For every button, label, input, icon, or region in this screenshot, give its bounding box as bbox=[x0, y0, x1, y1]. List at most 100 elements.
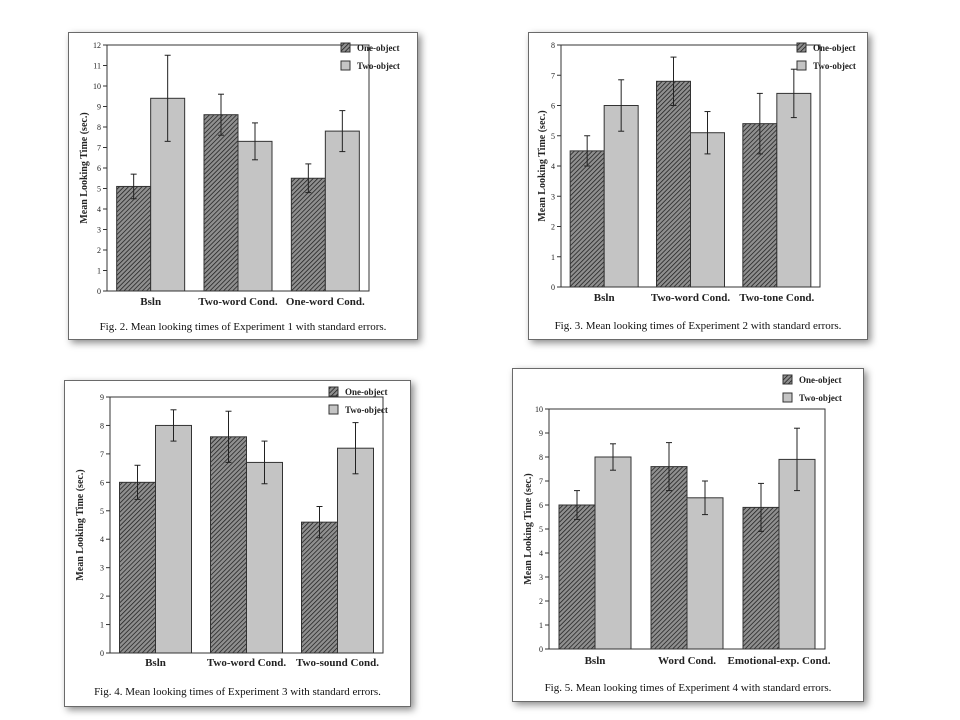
category-label: Two-word Cond. bbox=[198, 296, 278, 308]
y-tick-label: 7 bbox=[100, 450, 104, 459]
category-label: Emotional-exp. Cond. bbox=[728, 655, 831, 667]
y-tick-label: 4 bbox=[551, 162, 555, 171]
y-tick-label: 2 bbox=[97, 246, 101, 255]
error-bar bbox=[702, 480, 708, 516]
y-axis-label: Mean Looking Time (sec.) bbox=[79, 112, 90, 223]
y-tick-label: 10 bbox=[93, 82, 101, 91]
y-tick-label: 6 bbox=[539, 501, 543, 510]
legend-label: Two-object bbox=[345, 405, 388, 415]
category-label: Bsln bbox=[585, 655, 606, 667]
figure-5-chart: 0 1 2 3 4 5 6 7 8 9 10 Mean Looking Time (sec.) Bsln… bbox=[523, 374, 842, 667]
category-label: Two-word Cond. bbox=[651, 292, 731, 304]
bar-one-object bbox=[558, 504, 596, 650]
error-bar bbox=[252, 122, 258, 161]
figure-caption: Fig. 5. Mean looking times of Experiment… bbox=[544, 682, 832, 694]
y-tick-label: 1 bbox=[551, 253, 555, 262]
y-tick-label: 9 bbox=[100, 393, 104, 402]
legend-label: One-object bbox=[357, 43, 400, 53]
category-label: Bsln bbox=[140, 296, 161, 308]
error-bar bbox=[666, 442, 672, 492]
bar-two-object bbox=[686, 497, 724, 650]
bar-one-object bbox=[656, 80, 691, 288]
y-tick-label: 0 bbox=[551, 283, 555, 292]
y-tick-label: 4 bbox=[100, 535, 104, 544]
y-tick-label: 12 bbox=[93, 41, 101, 50]
figure-2-panel: 0 1 2 3 4 5 6 7 8 9 10 11 12 Mean Looking Time (sec.)… bbox=[68, 32, 418, 340]
y-tick-label: 5 bbox=[551, 132, 555, 141]
y-tick-label: 2 bbox=[551, 223, 555, 232]
y-tick-label: 3 bbox=[100, 564, 104, 573]
bar-one-object bbox=[301, 521, 338, 654]
y-axis-label: Mean Looking Time (sec.) bbox=[75, 469, 86, 580]
error-bar bbox=[339, 110, 346, 153]
error-bar bbox=[218, 93, 224, 136]
error-bar bbox=[261, 440, 268, 485]
y-tick-label: 0 bbox=[100, 649, 104, 658]
bar-one-object bbox=[650, 466, 688, 650]
figure-3-chart: 0 1 2 3 4 5 6 7 8 Mean Looking Time (sec.) Bsln Two… bbox=[537, 41, 856, 304]
error-bar bbox=[574, 490, 580, 520]
y-tick-label: 9 bbox=[97, 103, 101, 112]
bar-two-object bbox=[690, 132, 725, 288]
figure-caption: Fig. 4. Mean looking times of Experiment… bbox=[94, 686, 381, 698]
legend-label: Two-object bbox=[813, 61, 856, 71]
legend-swatch-two-object bbox=[340, 60, 351, 71]
error-bar bbox=[704, 111, 711, 155]
error-bar bbox=[225, 410, 232, 463]
y-axis-label: Mean Looking Time (sec.) bbox=[537, 110, 548, 221]
error-bar bbox=[790, 68, 797, 119]
y-tick-label: 3 bbox=[97, 226, 101, 235]
error-bar bbox=[170, 409, 177, 442]
bar-two-object bbox=[594, 456, 632, 650]
figure-4-panel: 0 1 2 3 4 5 6 7 8 9 Mean Looking Time (sec.) Bsln Tw… bbox=[64, 380, 411, 707]
y-tick-label: 8 bbox=[551, 41, 555, 50]
bar-one-object bbox=[203, 114, 239, 292]
figure-3-panel: 0 1 2 3 4 5 6 7 8 Mean Looking Time (sec.) Bsln Two… bbox=[528, 32, 868, 340]
figure-5-panel: 0 1 2 3 4 5 6 7 8 9 10 Mean Looking Time (sec.) Bsln… bbox=[512, 368, 864, 702]
error-bar bbox=[316, 506, 323, 539]
y-tick-label: 8 bbox=[539, 453, 543, 462]
bar-two-object bbox=[603, 105, 639, 288]
y-tick-label: 0 bbox=[539, 645, 543, 654]
y-tick-label: 5 bbox=[100, 507, 104, 516]
y-tick-label: 1 bbox=[100, 621, 104, 630]
legend-label: One-object bbox=[345, 387, 388, 397]
figure-4-chart: 0 1 2 3 4 5 6 7 8 9 Mean Looking Time (sec.) Bsln Tw… bbox=[75, 386, 388, 669]
y-tick-label: 7 bbox=[551, 71, 555, 80]
legend-swatch-one-object bbox=[340, 42, 351, 53]
legend-label: Two-object bbox=[357, 61, 400, 71]
y-tick-label: 9 bbox=[539, 429, 543, 438]
error-bar bbox=[130, 173, 137, 200]
bar-two-object bbox=[776, 92, 812, 288]
bar-one-object bbox=[569, 150, 605, 288]
y-tick-label: 0 bbox=[97, 287, 101, 296]
legend-swatch-two-object bbox=[796, 60, 807, 71]
error-bar bbox=[610, 443, 616, 471]
y-tick-label: 5 bbox=[539, 525, 543, 534]
figure-caption: Fig. 3. Mean looking times of Experiment… bbox=[554, 320, 842, 332]
category-label: Bsln bbox=[145, 657, 166, 669]
y-tick-label: 1 bbox=[539, 621, 543, 630]
category-label: Two-sound Cond. bbox=[296, 657, 379, 669]
error-bar bbox=[164, 54, 171, 142]
y-tick-label: 1 bbox=[97, 267, 101, 276]
y-axis-label: Mean Looking Time (sec.) bbox=[523, 473, 534, 584]
bar-one-object bbox=[119, 481, 156, 654]
bar-two-object bbox=[246, 461, 283, 654]
y-tick-label: 3 bbox=[551, 192, 555, 201]
legend-label: Two-object bbox=[799, 393, 842, 403]
y-tick-label: 7 bbox=[539, 477, 543, 486]
bar-two-object bbox=[324, 130, 360, 292]
y-tick-label: 11 bbox=[93, 62, 101, 71]
bar-two-object bbox=[155, 424, 192, 654]
category-label: Bsln bbox=[594, 292, 615, 304]
y-tick-label: 2 bbox=[100, 592, 104, 601]
error-bar bbox=[794, 427, 800, 492]
y-tick-label: 10 bbox=[535, 405, 543, 414]
y-tick-label: 4 bbox=[97, 205, 101, 214]
error-bar bbox=[352, 422, 359, 475]
figure-caption: Fig. 2. Mean looking times of Experiment… bbox=[99, 321, 387, 333]
legend-swatch-one-object bbox=[782, 374, 793, 385]
y-tick-label: 2 bbox=[539, 597, 543, 606]
error-bar bbox=[134, 464, 141, 500]
